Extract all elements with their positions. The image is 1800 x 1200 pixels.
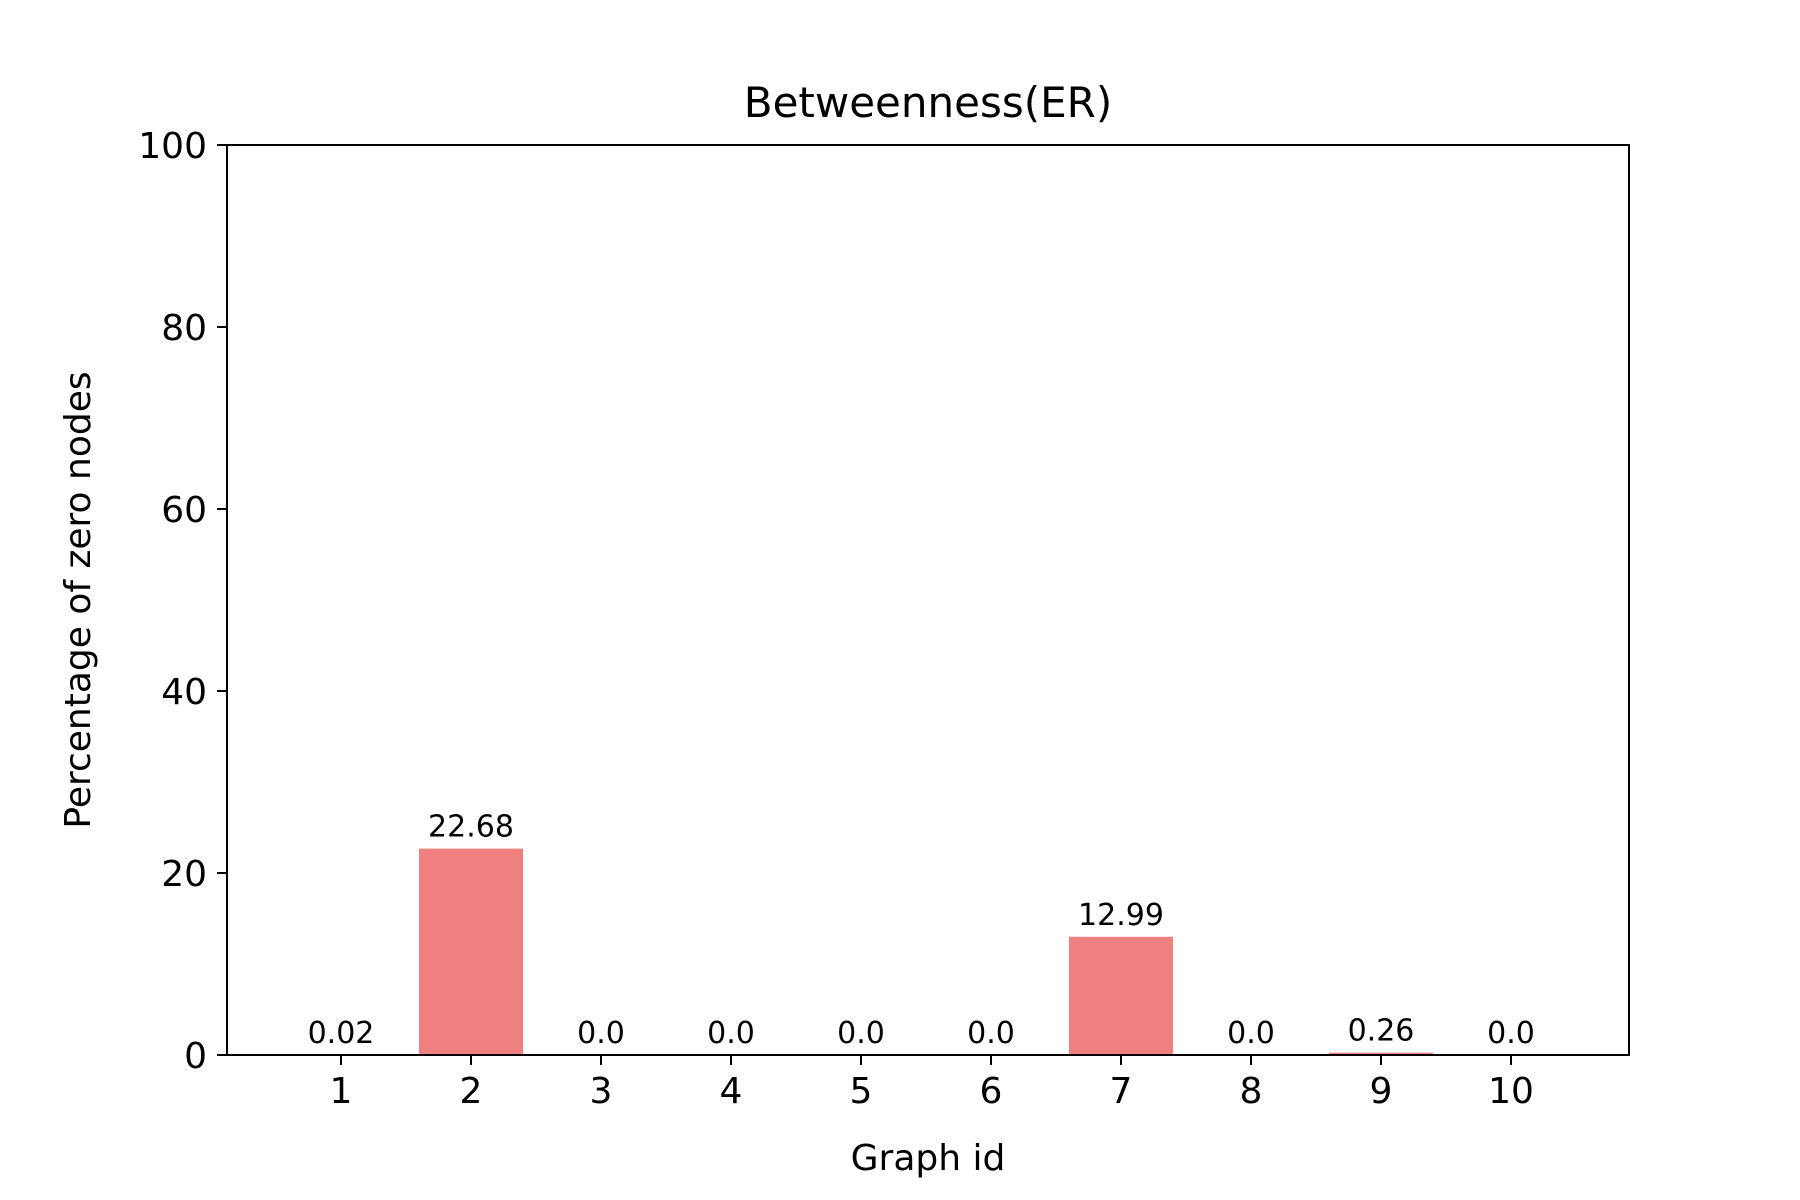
x-tick-label-7: 7 <box>1110 1071 1133 1112</box>
data-label-8: 0.0 <box>1227 1016 1275 1051</box>
chart-title: Betweenness(ER) <box>744 78 1112 127</box>
x-tick-label-8: 8 <box>1240 1071 1263 1112</box>
data-label-5: 0.0 <box>837 1016 885 1051</box>
y-axis-label: Percentage of zero nodes <box>58 371 99 828</box>
bars-group <box>289 848 1433 1055</box>
x-tick-label-1: 1 <box>330 1071 353 1112</box>
y-tick-label-20: 20 <box>161 854 207 895</box>
data-label-6: 0.0 <box>967 1016 1015 1051</box>
y-tick-label-60: 60 <box>161 490 207 531</box>
data-labels-group: 0.02 22.68 0.0 0.0 0.0 0.0 12.99 0.0 0.26 0.0 <box>308 810 1535 1051</box>
x-tick-label-9: 9 <box>1370 1071 1393 1112</box>
data-label-9: 0.26 <box>1348 1014 1415 1049</box>
bar-2 <box>419 848 523 1055</box>
bar-7 <box>1069 936 1173 1055</box>
y-tick-label-100: 100 <box>138 126 207 167</box>
bar-9 <box>1329 1052 1433 1055</box>
data-label-3: 0.0 <box>577 1016 625 1051</box>
x-tick-label-2: 2 <box>460 1071 483 1112</box>
x-tick-label-3: 3 <box>590 1071 613 1112</box>
y-tick-label-0: 0 <box>184 1036 207 1077</box>
data-label-10: 0.0 <box>1487 1016 1535 1051</box>
x-tick-label-5: 5 <box>850 1071 873 1112</box>
x-tick-label-6: 6 <box>980 1071 1003 1112</box>
data-label-7: 12.99 <box>1078 898 1164 933</box>
x-tick-label-10: 10 <box>1488 1071 1534 1112</box>
data-label-4: 0.0 <box>707 1016 755 1051</box>
y-axis: 0 20 40 60 80 100 <box>138 126 227 1077</box>
data-label-1: 0.02 <box>308 1016 375 1051</box>
data-label-2: 22.68 <box>428 810 514 845</box>
y-tick-label-40: 40 <box>161 672 207 713</box>
x-tick-label-4: 4 <box>720 1071 743 1112</box>
y-tick-label-80: 80 <box>161 308 207 349</box>
plot-frame <box>226 144 1630 1056</box>
x-axis-label: Graph id <box>851 1138 1006 1179</box>
x-axis: 1 2 3 4 5 6 7 8 9 10 <box>330 1055 1534 1112</box>
